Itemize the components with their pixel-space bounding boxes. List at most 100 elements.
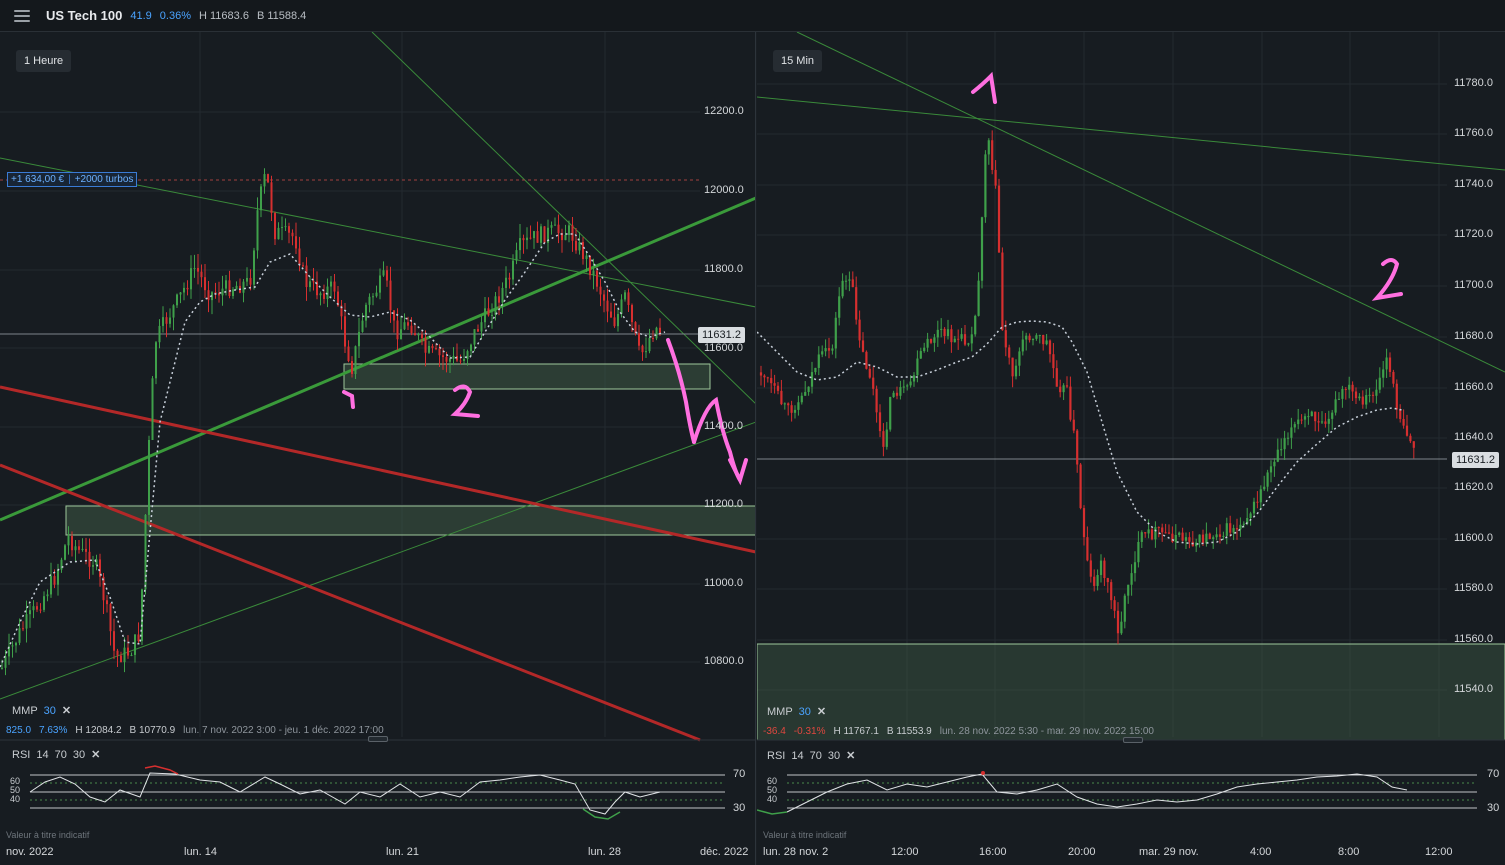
chart-canvas-1h[interactable] xyxy=(0,32,756,865)
candle-body xyxy=(1025,335,1028,340)
candle-body xyxy=(1300,419,1303,421)
candle-body xyxy=(74,546,77,551)
candle-body xyxy=(379,275,381,293)
candle-body xyxy=(221,288,224,296)
x-tick-lun-21: lun. 21 xyxy=(386,846,420,858)
chart-panel-1h[interactable]: 1 Heure +1 634,00 € | +2000 turbos 11631… xyxy=(0,32,756,865)
x-tick-lun-28-nov: lun. 28 nov. 2 xyxy=(763,846,829,858)
rsi-remove-icon-15m[interactable]: ✕ xyxy=(846,750,856,762)
candle-body xyxy=(946,329,950,337)
candle-body xyxy=(770,377,773,384)
candle-body xyxy=(790,405,793,413)
candle-body xyxy=(505,277,507,288)
candle-body xyxy=(659,327,661,334)
timeframe-badge-15m[interactable]: 15 Min xyxy=(773,50,823,72)
candle-body xyxy=(1188,537,1191,542)
candle-body xyxy=(1354,391,1358,399)
candle-body xyxy=(787,403,790,406)
candle-body xyxy=(351,361,353,374)
candle-body xyxy=(386,270,388,281)
candlestick-series-1h xyxy=(1,168,661,676)
rsi-inner-60-15m: 60 xyxy=(767,776,778,786)
candle-body xyxy=(302,265,304,267)
candle-body xyxy=(1222,535,1225,537)
candle-body xyxy=(438,348,441,356)
rsi-indicator-tag-15m[interactable]: RSI 14 70 30 ✕ xyxy=(767,749,856,763)
candle-body xyxy=(858,319,861,341)
candle-body xyxy=(1198,534,1201,543)
candle-body xyxy=(494,296,497,315)
candle-body xyxy=(1035,335,1038,339)
candle-body xyxy=(1133,562,1137,574)
support-zone-upper xyxy=(343,363,711,390)
candle-body xyxy=(1038,335,1041,337)
candle-body xyxy=(435,348,437,350)
candle-body xyxy=(1320,421,1324,423)
y-tick-11200: 11200.0 xyxy=(704,498,743,510)
stats-high-15m: H 11767.1 xyxy=(833,726,879,737)
candle-body xyxy=(130,654,133,656)
candle-body xyxy=(32,606,35,611)
y-tick-11620: 11620.0 xyxy=(1454,481,1493,493)
position-tag[interactable]: +1 634,00 € | +2000 turbos xyxy=(7,172,138,187)
candle-body xyxy=(1106,578,1109,583)
candle-body xyxy=(1161,527,1164,533)
hamburger-menu-icon[interactable] xyxy=(14,9,30,22)
chart-panel-15m[interactable]: 15 Min 11631.2 11780.0 11760.0 11740.0 1… xyxy=(757,32,1505,865)
candle-body xyxy=(831,348,834,351)
candle-body xyxy=(414,333,416,336)
candle-body xyxy=(459,360,462,362)
candle-body xyxy=(599,286,602,295)
candle-body xyxy=(855,287,858,320)
panel-resize-handle-15m[interactable] xyxy=(1123,737,1143,743)
candle-body xyxy=(899,387,902,396)
candle-body xyxy=(950,329,953,343)
candle-body xyxy=(519,238,521,251)
rsi-panel-15m xyxy=(757,771,1477,815)
rsi-lower-15m: 30 xyxy=(827,749,841,762)
candle-body xyxy=(463,359,465,361)
candle-body xyxy=(1249,513,1252,519)
ma-indicator-tag-1h[interactable]: MMP 30 ✕ xyxy=(12,704,72,718)
chart-canvas-15m[interactable] xyxy=(757,32,1505,865)
candle-body xyxy=(162,317,164,326)
candle-body xyxy=(977,280,980,316)
candle-body xyxy=(1052,354,1055,369)
candle-body xyxy=(1239,524,1242,530)
candle-body xyxy=(1375,389,1378,396)
ma-remove-icon-15m[interactable]: ✕ xyxy=(816,706,827,718)
candle-body xyxy=(116,650,119,656)
timeframe-badge-1h[interactable]: 1 Heure xyxy=(16,50,72,72)
candle-body xyxy=(186,287,189,290)
candle-body xyxy=(456,355,458,361)
instrument-name[interactable]: US Tech 100 xyxy=(46,8,123,23)
candle-body xyxy=(246,277,248,282)
candle-body xyxy=(1259,489,1262,503)
candle-body xyxy=(1385,357,1388,370)
candle-body xyxy=(1011,357,1014,377)
candle-body xyxy=(540,226,542,243)
candle-body xyxy=(543,226,546,243)
candle-body xyxy=(274,213,276,240)
x-tick-nov-2022: nov. 2022 xyxy=(6,846,54,858)
candle-body xyxy=(1174,534,1177,542)
candle-body xyxy=(64,545,66,560)
candle-body xyxy=(1334,399,1337,413)
x-tick-8h: 8:00 xyxy=(1338,846,1360,858)
ma-remove-icon[interactable]: ✕ xyxy=(61,705,72,717)
candle-body xyxy=(1113,600,1116,611)
stats-change-percent: 7.63% xyxy=(39,725,68,736)
candle-body xyxy=(1283,438,1286,450)
rsi-lower: 30 xyxy=(72,748,86,761)
ma-indicator-tag-15m[interactable]: MMP 30 ✕ xyxy=(767,705,827,719)
panel-resize-handle[interactable] xyxy=(368,736,388,742)
candle-body xyxy=(814,367,817,373)
rsi-remove-icon[interactable]: ✕ xyxy=(91,749,101,761)
candle-body xyxy=(638,333,640,346)
candle-body xyxy=(428,345,430,353)
candle-body xyxy=(43,596,45,610)
candle-body xyxy=(1235,528,1239,530)
rsi-indicator-tag-1h[interactable]: RSI 14 70 30 ✕ xyxy=(12,748,101,762)
current-price-tag-15m: 11631.2 xyxy=(1452,452,1499,468)
change-percent: 0.36% xyxy=(159,9,191,22)
